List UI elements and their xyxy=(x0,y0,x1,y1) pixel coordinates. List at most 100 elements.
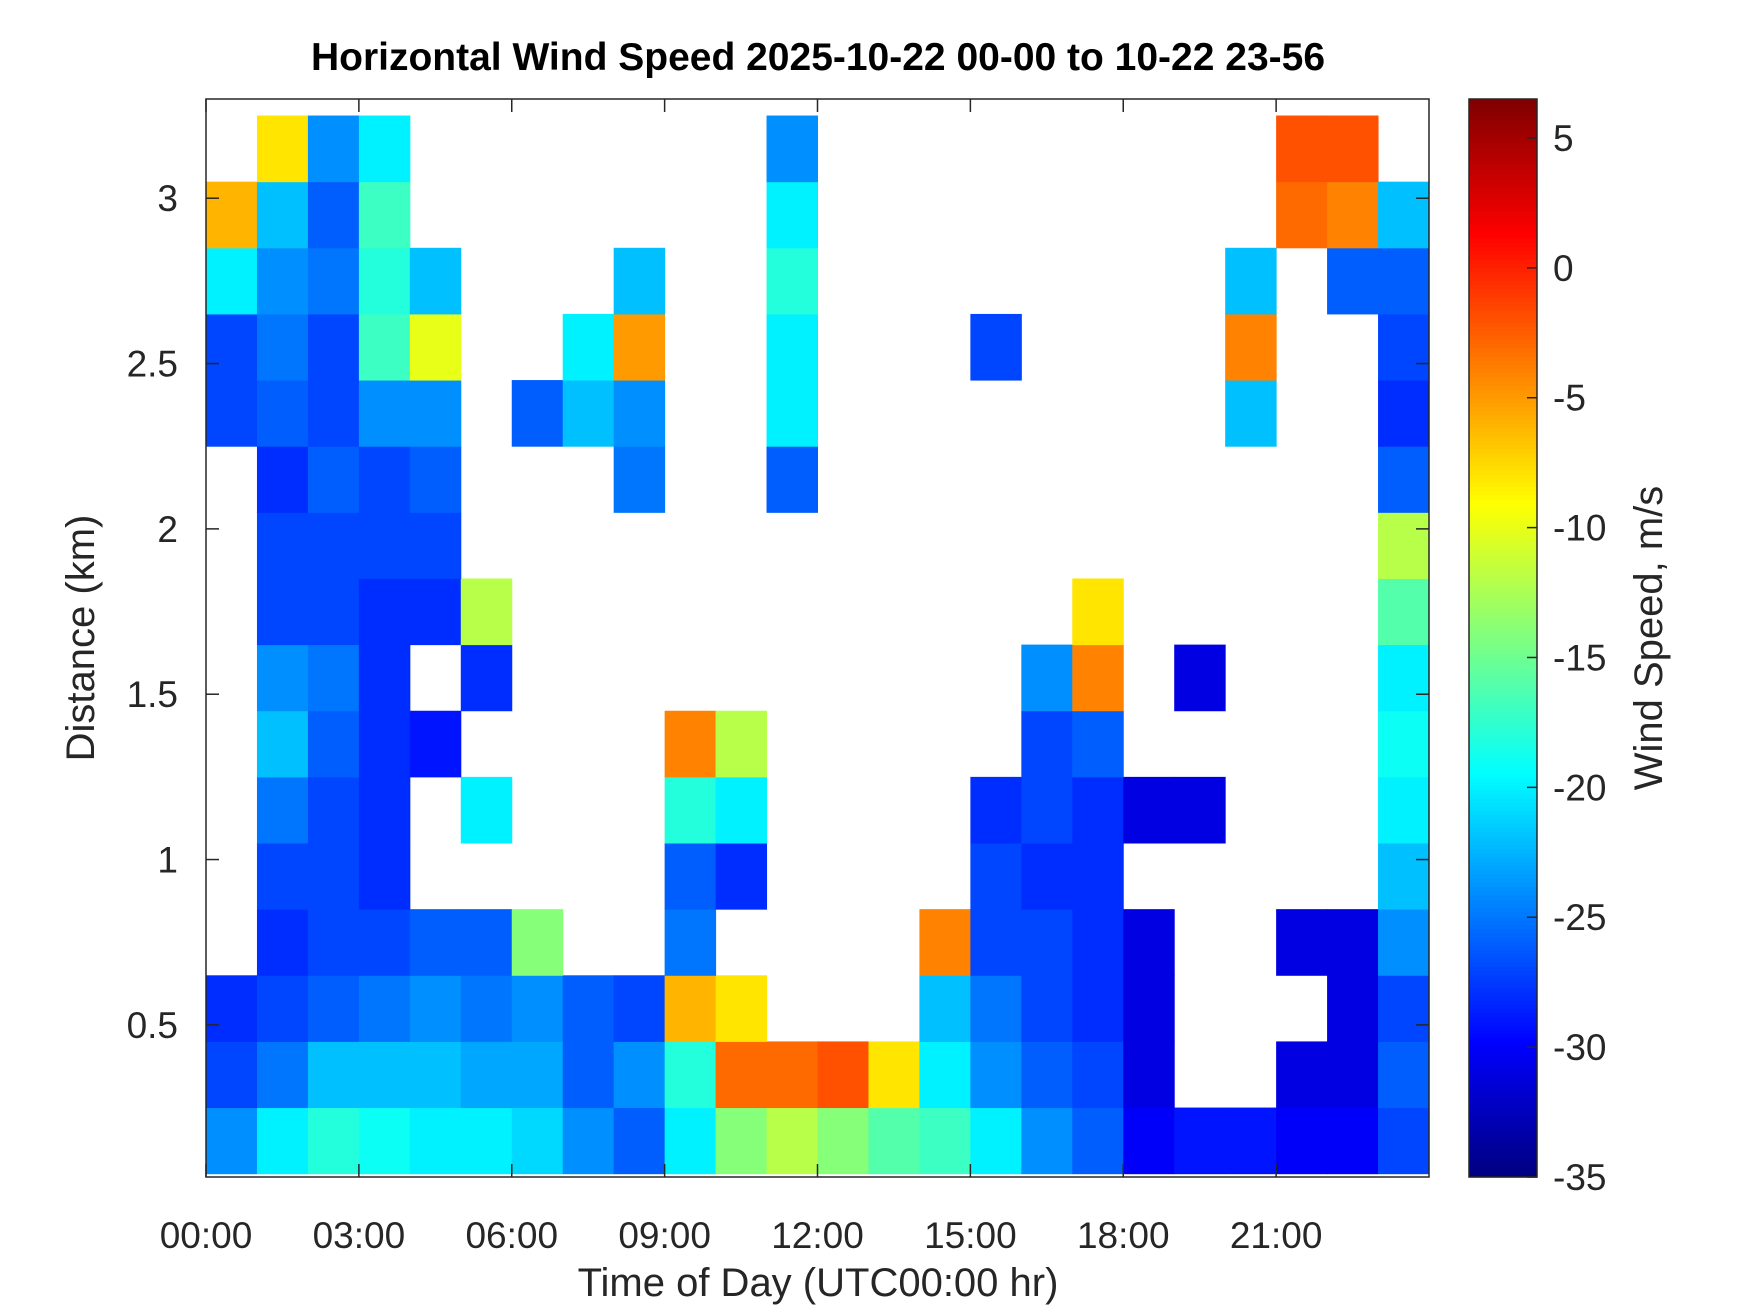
heatmap-cell xyxy=(970,1107,1022,1175)
x-tick-label: 21:00 xyxy=(1230,1215,1323,1256)
heatmap-cell xyxy=(1225,380,1277,447)
colorbar-swatch xyxy=(1469,435,1537,441)
heatmap-cell xyxy=(1327,909,1379,976)
heatmap-cell xyxy=(1021,909,1073,976)
heatmap-cell xyxy=(460,578,513,646)
heatmap-cell xyxy=(1072,710,1124,778)
heatmap-cell xyxy=(256,313,309,381)
colorbar-swatch xyxy=(1469,873,1537,879)
colorbar-swatch xyxy=(1469,696,1537,702)
colorbar-swatch xyxy=(1469,671,1537,677)
colorbar-swatch xyxy=(1469,1033,1537,1039)
colorbar-swatch xyxy=(1469,819,1537,824)
colorbar-swatch xyxy=(1469,136,1537,142)
colorbar-swatch xyxy=(1469,381,1537,386)
colorbar-swatch xyxy=(1469,296,1537,302)
colorbar-swatch xyxy=(1469,541,1537,546)
heatmap-cell xyxy=(206,313,258,381)
heatmap xyxy=(206,115,1430,1175)
colorbar-swatch xyxy=(1469,1118,1537,1123)
heatmap-cell xyxy=(1225,247,1277,315)
heatmap-cell xyxy=(1378,313,1430,381)
heatmap-cell xyxy=(256,843,309,910)
colorbar-swatch xyxy=(1469,183,1537,189)
colorbar-swatch xyxy=(1469,612,1537,618)
heatmap-cell xyxy=(970,1041,1022,1109)
x-tick-label: 00:00 xyxy=(160,1215,253,1256)
heatmap-cell xyxy=(613,1107,666,1175)
heatmap-cell xyxy=(715,776,768,844)
colorbar-swatch xyxy=(1469,705,1537,711)
colorbar-swatch xyxy=(1469,810,1537,816)
colorbar-swatch xyxy=(1469,903,1537,909)
heatmap-cell xyxy=(511,975,564,1042)
colorbar-swatch xyxy=(1469,625,1537,631)
heatmap-cell xyxy=(1327,1041,1379,1109)
colorbar-swatch xyxy=(1469,334,1537,340)
heatmap-cell xyxy=(1378,578,1430,646)
heatmap-cell xyxy=(307,247,360,315)
colorbar-swatch xyxy=(1469,1067,1537,1073)
heatmap-cell xyxy=(1021,1041,1073,1109)
colorbar-swatch xyxy=(1469,949,1537,955)
x-tick-label: 06:00 xyxy=(465,1215,558,1256)
colorbar-swatch xyxy=(1469,730,1537,736)
colorbar-swatch xyxy=(1469,907,1537,913)
heatmap-cell xyxy=(664,975,717,1042)
colorbar-swatch xyxy=(1469,317,1537,323)
colorbar-swatch xyxy=(1469,1071,1537,1077)
colorbar-swatch xyxy=(1469,162,1537,167)
colorbar-swatch xyxy=(1469,709,1537,715)
colorbar-swatch xyxy=(1469,1101,1537,1107)
colorbar-swatch xyxy=(1469,726,1537,732)
colorbar-swatch xyxy=(1469,477,1537,483)
colorbar-swatch xyxy=(1469,785,1537,791)
heatmap-cell xyxy=(613,446,666,513)
heatmap-cell xyxy=(562,1107,615,1175)
heatmap-cell xyxy=(1072,975,1124,1042)
heatmap-cell xyxy=(307,115,360,183)
heatmap-cell xyxy=(919,1107,971,1175)
colorbar-swatch xyxy=(1469,225,1537,231)
colorbar-swatch xyxy=(1469,629,1537,635)
colorbar-swatch xyxy=(1469,987,1537,993)
colorbar-swatch xyxy=(1469,755,1537,761)
heatmap-cell xyxy=(409,313,462,381)
colorbar-swatch xyxy=(1469,915,1537,921)
colorbar-swatch xyxy=(1469,882,1537,888)
colorbar-swatch xyxy=(1469,974,1537,980)
heatmap-cell xyxy=(1021,843,1073,910)
heatmap-cell xyxy=(562,1041,615,1109)
colorbar-swatch xyxy=(1469,149,1537,155)
colorbar-swatch xyxy=(1469,419,1537,424)
colorbar-swatch xyxy=(1469,638,1537,643)
heatmap-cell xyxy=(1378,1107,1430,1175)
heatmap-cell xyxy=(1123,1107,1175,1175)
heatmap-cell xyxy=(307,776,360,844)
heatmap-cell xyxy=(358,843,411,910)
colorbar-swatch xyxy=(1469,760,1537,765)
colorbar-swatch xyxy=(1469,844,1537,850)
colorbar-swatch xyxy=(1469,549,1537,555)
colorbar-swatch xyxy=(1469,1075,1537,1081)
heatmap-cell xyxy=(766,181,818,249)
colorbar-swatch xyxy=(1469,389,1537,395)
colorbar-swatch xyxy=(1469,153,1537,159)
heatmap-cell xyxy=(970,975,1022,1042)
colorbar-swatch xyxy=(1469,1096,1537,1102)
x-axis-label: Time of Day (UTC00:00 hr) xyxy=(578,1261,1059,1305)
heatmap-cell xyxy=(256,247,309,315)
heatmap-cell xyxy=(1021,776,1073,844)
colorbar-swatch xyxy=(1469,499,1537,504)
heatmap-cell xyxy=(256,710,309,778)
heatmap-cell xyxy=(868,1041,920,1109)
heatmap-cell xyxy=(256,578,309,646)
colorbar-swatch xyxy=(1469,246,1537,252)
heatmap-cell xyxy=(307,313,360,381)
heatmap-cell xyxy=(409,380,462,447)
colorbar-tick-label: -30 xyxy=(1553,1027,1606,1068)
heatmap-cell xyxy=(358,247,411,315)
colorbar-swatch xyxy=(1469,1042,1537,1048)
heatmap-cell xyxy=(358,909,411,976)
heatmap-cell xyxy=(1327,975,1379,1042)
